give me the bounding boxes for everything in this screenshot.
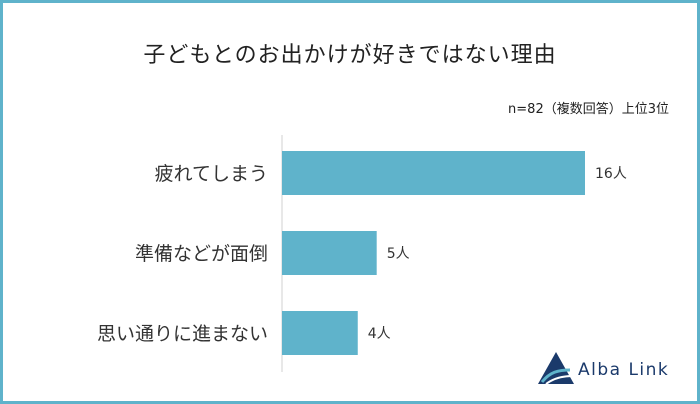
sample-note: n=82（複数回答）上位3位 [508,102,669,117]
bar-3 [282,311,358,355]
value-label-3: 4人 [368,326,391,342]
logo-text: Alba Link [578,360,670,380]
value-label-2: 5人 [387,246,410,262]
bar-1 [282,151,585,195]
category-label-1: 疲れてしまう [155,163,268,185]
bar-2 [282,231,377,275]
category-label-3: 思い通りに進まない [97,323,268,345]
chart-title: 子どもとのお出かけが好きではない理由 [143,43,557,68]
logo: Alba Link [530,350,690,390]
logo-mark-icon [538,352,574,385]
value-label-1: 16人 [595,166,627,182]
category-label-2: 準備などが面倒 [135,243,268,265]
